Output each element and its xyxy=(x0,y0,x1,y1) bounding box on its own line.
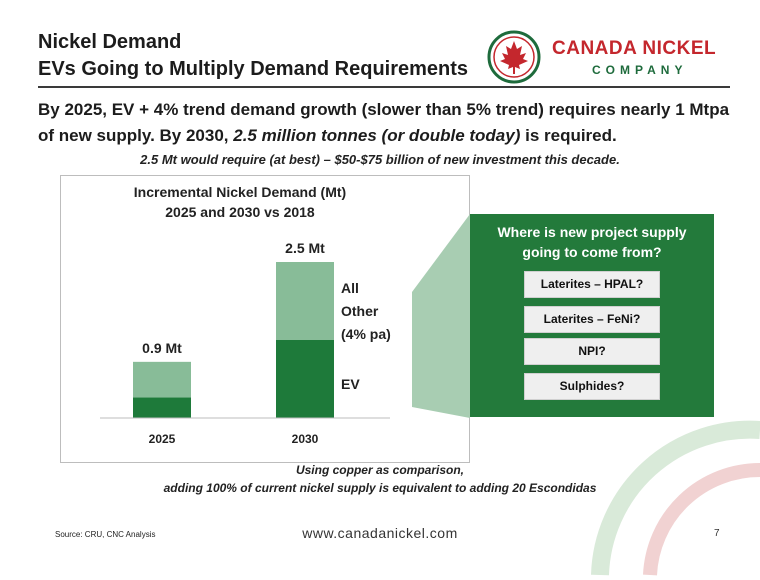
investment-note: 2.5 Mt would require (at best) – $50-$75… xyxy=(140,152,620,167)
legend-other-line1: All xyxy=(341,280,359,296)
footnote-line2: adding 100% of current nickel supply is … xyxy=(163,481,597,495)
x-tick-2030: 2030 xyxy=(292,432,319,446)
lead-emphasis: 2.5 million tonnes (or double today) xyxy=(233,126,521,145)
source-note: Source: CRU, CNC Analysis xyxy=(55,530,156,539)
chart-bars: 0.9 Mt 2025 2.5 Mt 2030 xyxy=(133,240,334,446)
logo-company-text: COMPANY xyxy=(592,63,688,77)
decorative-arc xyxy=(591,420,760,576)
chart-frame xyxy=(60,175,470,463)
legend-ev: EV xyxy=(341,376,360,392)
bar-2025-other xyxy=(133,361,191,398)
chart-title: Incremental Nickel Demand (Mt) xyxy=(134,184,346,200)
lead-statement: By 2025, EV + 4% trend demand growth (sl… xyxy=(38,97,738,149)
option-laterites-hpal: Laterites – HPAL? xyxy=(524,271,660,298)
total-label-2025: 0.9 Mt xyxy=(142,340,182,356)
lead-part2: is required. xyxy=(520,126,617,145)
total-label-2030: 2.5 Mt xyxy=(285,240,325,256)
question-line2: going to come from? xyxy=(522,244,662,260)
option-npi: NPI? xyxy=(524,338,660,365)
nickel-demand-chart: Incremental Nickel Demand (Mt) 2025 and … xyxy=(100,184,391,446)
slide-subtitle: EVs Going to Multiply Demand Requirement… xyxy=(38,58,469,80)
copper-comparison-note: Using copper as comparison, adding 100% … xyxy=(0,461,760,497)
logo-wordmark: CANADA NICKEL xyxy=(552,38,717,59)
question-line1: Where is new project supply xyxy=(497,224,687,240)
supply-question-panel: Where is new project supply going to com… xyxy=(470,214,714,417)
legend-other-line2: Other xyxy=(341,303,379,319)
x-tick-2025: 2025 xyxy=(149,432,176,446)
title-divider xyxy=(38,86,730,88)
website-link[interactable]: www.canadanickel.com xyxy=(302,525,458,541)
bar-2030-ev xyxy=(276,340,334,418)
page-number: 7 xyxy=(714,528,720,539)
option-sulphides: Sulphides? xyxy=(524,373,660,400)
slide-title: Nickel Demand xyxy=(38,31,182,53)
option-laterites-feni: Laterites – FeNi? xyxy=(524,306,660,333)
bar-2025-ev xyxy=(133,397,191,418)
callout-connector xyxy=(412,214,470,418)
footnote-line1: Using copper as comparison, xyxy=(295,463,465,477)
legend-other-line3: (4% pa) xyxy=(341,326,391,342)
supply-question: Where is new project supply going to com… xyxy=(470,222,714,262)
lead-part1: By 2025, EV + 4% trend demand growth (sl… xyxy=(38,100,730,145)
bar-2030-other xyxy=(276,262,334,340)
maple-leaf-logo-icon xyxy=(487,30,541,84)
chart-subtitle: 2025 and 2030 vs 2018 xyxy=(165,204,315,220)
